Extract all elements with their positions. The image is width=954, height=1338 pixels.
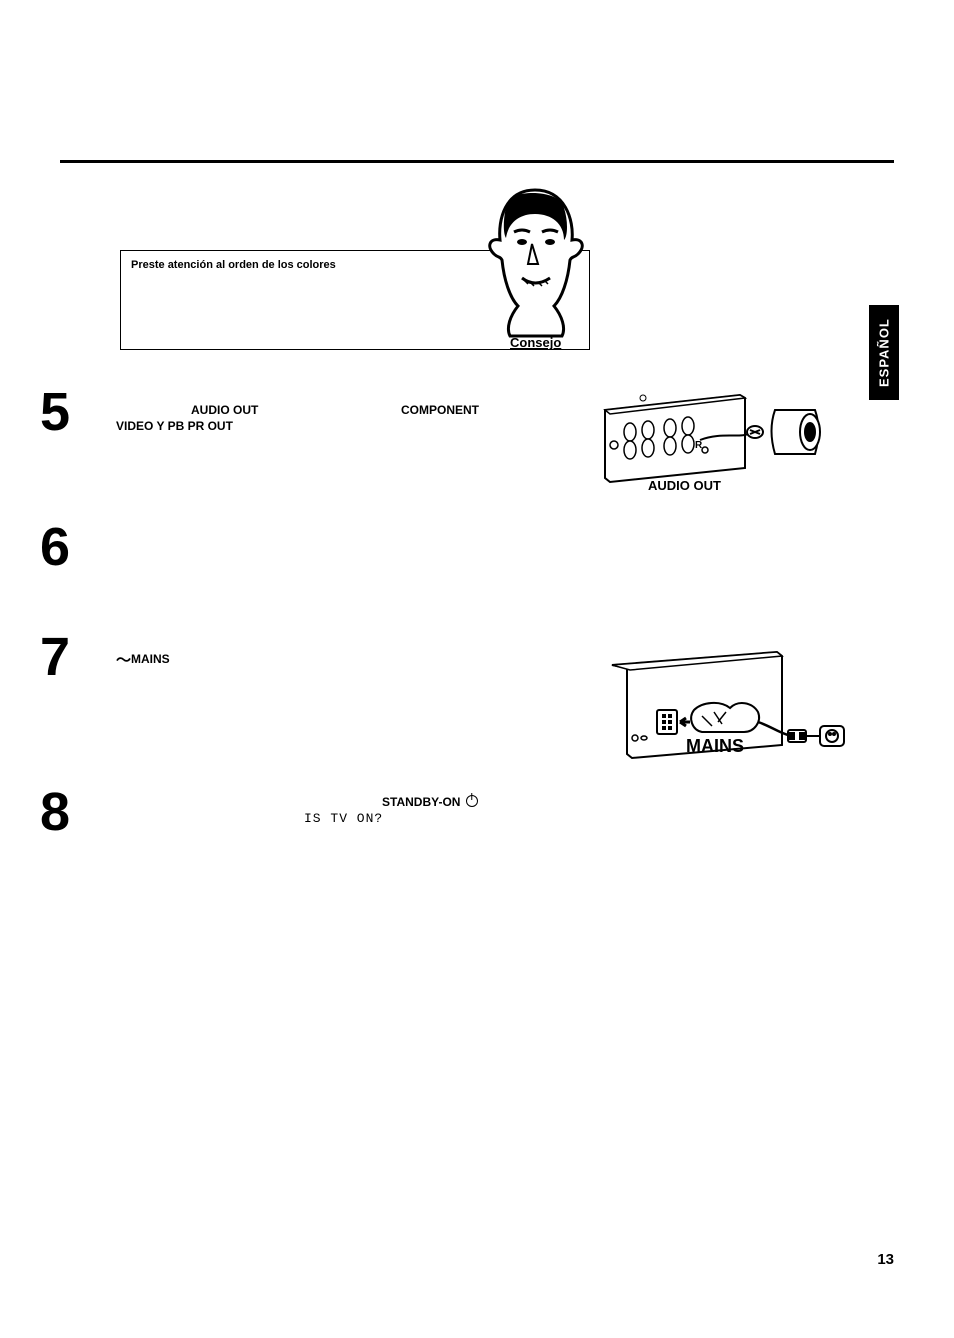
step-7: 7 〜MAINS [40,630,546,684]
step-number: 6 [40,520,116,574]
manual-page: ESPAÑOL Preste atención al orden de los … [0,0,954,1338]
mains-label: MAINS [131,652,170,666]
tip-caption: Consejo [510,335,561,350]
power-icon [466,795,478,807]
video-out-label: VIDEO Y PB PR OUT [116,417,233,435]
step-7-body: 〜MAINS [116,630,546,684]
ac-sine-icon: 〜 [116,650,131,673]
step-6: 6 [40,520,546,574]
tip-face-illustration [480,180,590,340]
component-label: COMPONENT [401,401,479,419]
step-8-body: STANDBY-ON IS TV ON? [116,785,546,839]
step-8: 8 STANDBY-ON IS TV ON? [40,785,546,839]
display-text: IS TV ON? [304,809,383,829]
step-5-body: AUDIO OUT COMPONENT VIDEO Y PB PR OUT [116,385,546,439]
audio-out-illus-label: AUDIO OUT [648,478,721,493]
step-number: 8 [40,785,116,839]
step-5: 5 AUDIO OUT COMPONENT VIDEO Y PB PR OUT [40,385,546,439]
header-rule [60,160,894,163]
language-tab: ESPAÑOL [869,305,899,400]
standby-on-label: STANDBY-ON [382,795,460,809]
step-6-body [116,520,546,574]
mains-illus-label: MAINS [686,736,744,757]
tip-box-text: Preste atención al orden de los colores [131,259,336,271]
step-number: 7 [40,630,116,684]
step-number: 5 [40,385,116,439]
svg-text:R: R [695,440,703,451]
language-tab-label: ESPAÑOL [877,318,892,387]
audio-out-illustration: R [600,390,825,490]
page-number: 13 [877,1251,894,1268]
